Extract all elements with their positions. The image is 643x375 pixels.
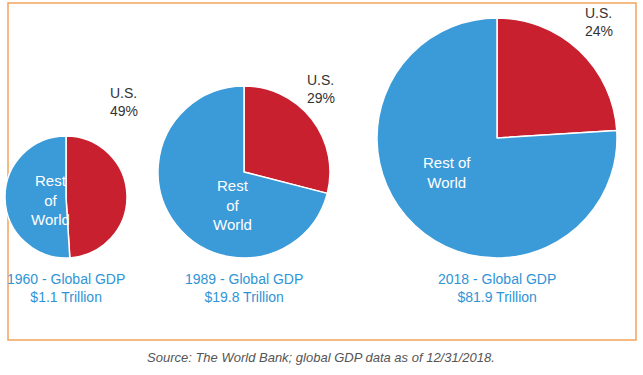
svg-text:Rest ofWorld: Rest ofWorld	[423, 154, 471, 191]
svg-text:1989 - Global GDP$19.8 Trillio: 1989 - Global GDP$19.8 Trillion	[185, 271, 303, 305]
svg-text:RestofWorld: RestofWorld	[31, 172, 70, 228]
svg-text:2018 - Global GDP$81.9 Trillio: 2018 - Global GDP$81.9 Trillion	[438, 271, 556, 305]
svg-text:RestofWorld: RestofWorld	[213, 177, 252, 233]
svg-text:1960 - Global GDP$1.1 Trillion: 1960 - Global GDP$1.1 Trillion	[7, 271, 125, 305]
svg-text:U.S.49%: U.S.49%	[110, 85, 138, 119]
svg-text:U.S.24%: U.S.24%	[585, 5, 613, 39]
svg-text:Source: The World Bank; global: Source: The World Bank; global GDP data …	[147, 350, 495, 365]
svg-text:U.S.29%: U.S.29%	[307, 72, 335, 106]
